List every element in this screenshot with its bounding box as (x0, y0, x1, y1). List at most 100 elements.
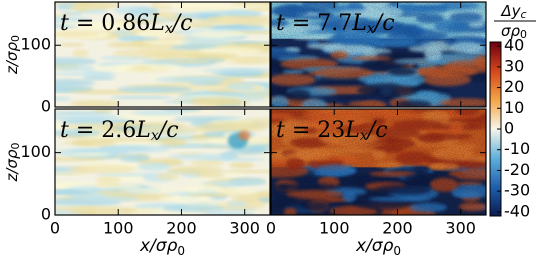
field-patch (156, 172, 180, 181)
colorbar-tick-label: -20 (504, 160, 530, 179)
annotation-value: 7.7 (317, 11, 352, 36)
colorbar-label-top-main: Δy (500, 2, 521, 20)
field-patch (203, 68, 270, 73)
y-axis-label: z/σρ0 (3, 143, 23, 183)
y-axis-label-main: z/σρ (3, 149, 21, 182)
annotation-unit-sub: x (367, 21, 375, 37)
x-axis-label-sub: 0 (177, 244, 185, 258)
field-patch (72, 49, 89, 58)
field-patch (226, 84, 256, 91)
colorbar-tick-label: 30 (504, 56, 524, 75)
field-patch (151, 13, 172, 17)
field-patch (194, 25, 265, 29)
annotation-tail: /c (157, 118, 179, 143)
field (271, 2, 486, 107)
field-patch (55, 96, 72, 101)
field-patch (186, 193, 229, 197)
y-tick-label: 100 (20, 142, 51, 161)
field-patch (132, 65, 152, 71)
x-tick-label: 200 (382, 219, 413, 238)
colorbar-label-bottom-sub: 0 (520, 28, 527, 41)
colorbar-tick-label: 40 (504, 36, 524, 55)
field-patch (55, 113, 120, 121)
field-patch (66, 4, 111, 11)
field-patch (55, 124, 67, 130)
y-tick-label: 0 (41, 97, 51, 116)
field (55, 109, 270, 215)
colorbar-tick-label: -10 (504, 139, 530, 158)
annotation-unit-sub: x (360, 128, 368, 144)
x-tick-label: 300 (229, 219, 260, 238)
field-patch (55, 57, 97, 66)
field-patch (67, 164, 136, 174)
field-patch (118, 36, 159, 41)
field-patch (182, 23, 215, 28)
field-patch (55, 206, 103, 212)
field-patch (61, 11, 83, 15)
field-patch (59, 42, 85, 47)
field-patch (169, 60, 212, 64)
field-patch (109, 95, 174, 99)
annotation-value: 23 (317, 118, 345, 143)
field-patch (70, 100, 121, 107)
field-patch (114, 19, 166, 24)
field-patch (234, 55, 270, 64)
field-patch (226, 201, 248, 207)
x-axis-label: x/σρ0 (139, 236, 185, 258)
field-patch (222, 173, 245, 178)
field-patch (131, 110, 185, 116)
field-patch (83, 69, 114, 76)
field-patch (215, 188, 256, 194)
field-patch (55, 189, 91, 196)
field-patch (137, 162, 171, 171)
field-patch (95, 172, 157, 177)
x-tick-label: 100 (319, 219, 350, 238)
x-tick-label: 200 (166, 219, 197, 238)
field-grain (271, 2, 486, 107)
field-patch (60, 21, 103, 26)
x-tick-label: 0 (50, 219, 60, 238)
field-patch (55, 65, 95, 72)
field-patch (95, 176, 121, 184)
field-patch (55, 31, 100, 37)
field-patch (246, 8, 270, 12)
field-patch (113, 29, 134, 36)
panel-frame (270, 1, 487, 108)
field-patch (55, 24, 79, 28)
field-patch (190, 159, 224, 167)
field-patch (200, 121, 270, 129)
field-patch (91, 183, 125, 187)
x-tick-label: 300 (445, 219, 476, 238)
colorbar-tick-label: -30 (504, 181, 530, 200)
field-patch (200, 181, 269, 185)
field-patch (191, 30, 246, 39)
field-patch (119, 154, 150, 162)
annotation-prefix: t = (276, 11, 317, 36)
annotation-unit-sub: x (165, 21, 173, 37)
field-patch (104, 141, 171, 147)
annotation: t = 2.6Lx/c (60, 118, 179, 144)
y-axis-label-sub: 0 (9, 143, 22, 150)
annotation-prefix: t = (276, 118, 317, 143)
field (271, 109, 486, 215)
field-patch (61, 141, 96, 145)
field-patch (180, 185, 223, 194)
colorbar-label-top: Δyc (500, 2, 526, 22)
field-patch (228, 162, 255, 169)
colorbar-tick-label: 0 (504, 119, 514, 138)
x-tick-label: 100 (103, 219, 134, 238)
field-patch (55, 156, 107, 162)
annotation-unit: L (149, 11, 165, 36)
field-patch (167, 153, 240, 161)
y-axis-label: z/σρ0 (3, 35, 23, 75)
field-patch (202, 210, 255, 215)
field-patch (55, 84, 94, 93)
annotation-unit: L (135, 118, 151, 143)
y-axis-label-sub: 0 (9, 35, 22, 42)
field-patch (138, 29, 170, 38)
annotation-unit: L (351, 11, 367, 36)
field-patch (186, 52, 240, 60)
field-patch (154, 76, 224, 83)
annotation-value: 2.6 (101, 118, 136, 143)
field (55, 2, 270, 107)
